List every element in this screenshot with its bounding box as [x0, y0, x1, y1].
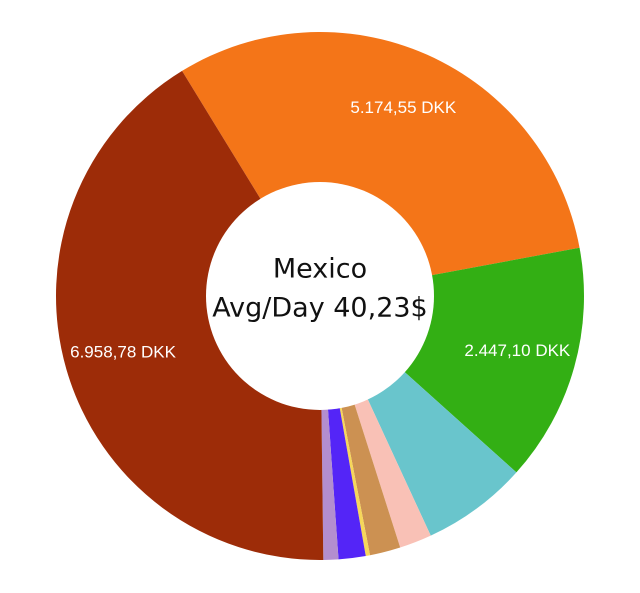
slice-label-1: 2.447,10 DKK	[464, 341, 571, 360]
slice-label-8: 6.958,78 DKK	[70, 342, 177, 361]
slice-label-0: 5.174,55 DKK	[350, 98, 457, 117]
pie-slice-8[interactable]	[55, 70, 324, 560]
center-subtitle: Avg/Day 40,23$	[212, 293, 427, 324]
center-title: Mexico	[273, 254, 367, 285]
labels-group: 5.174,55 DKK 2.447,10 DKK 6.958,78 DKK	[70, 98, 571, 361]
donut-hole	[206, 182, 434, 410]
